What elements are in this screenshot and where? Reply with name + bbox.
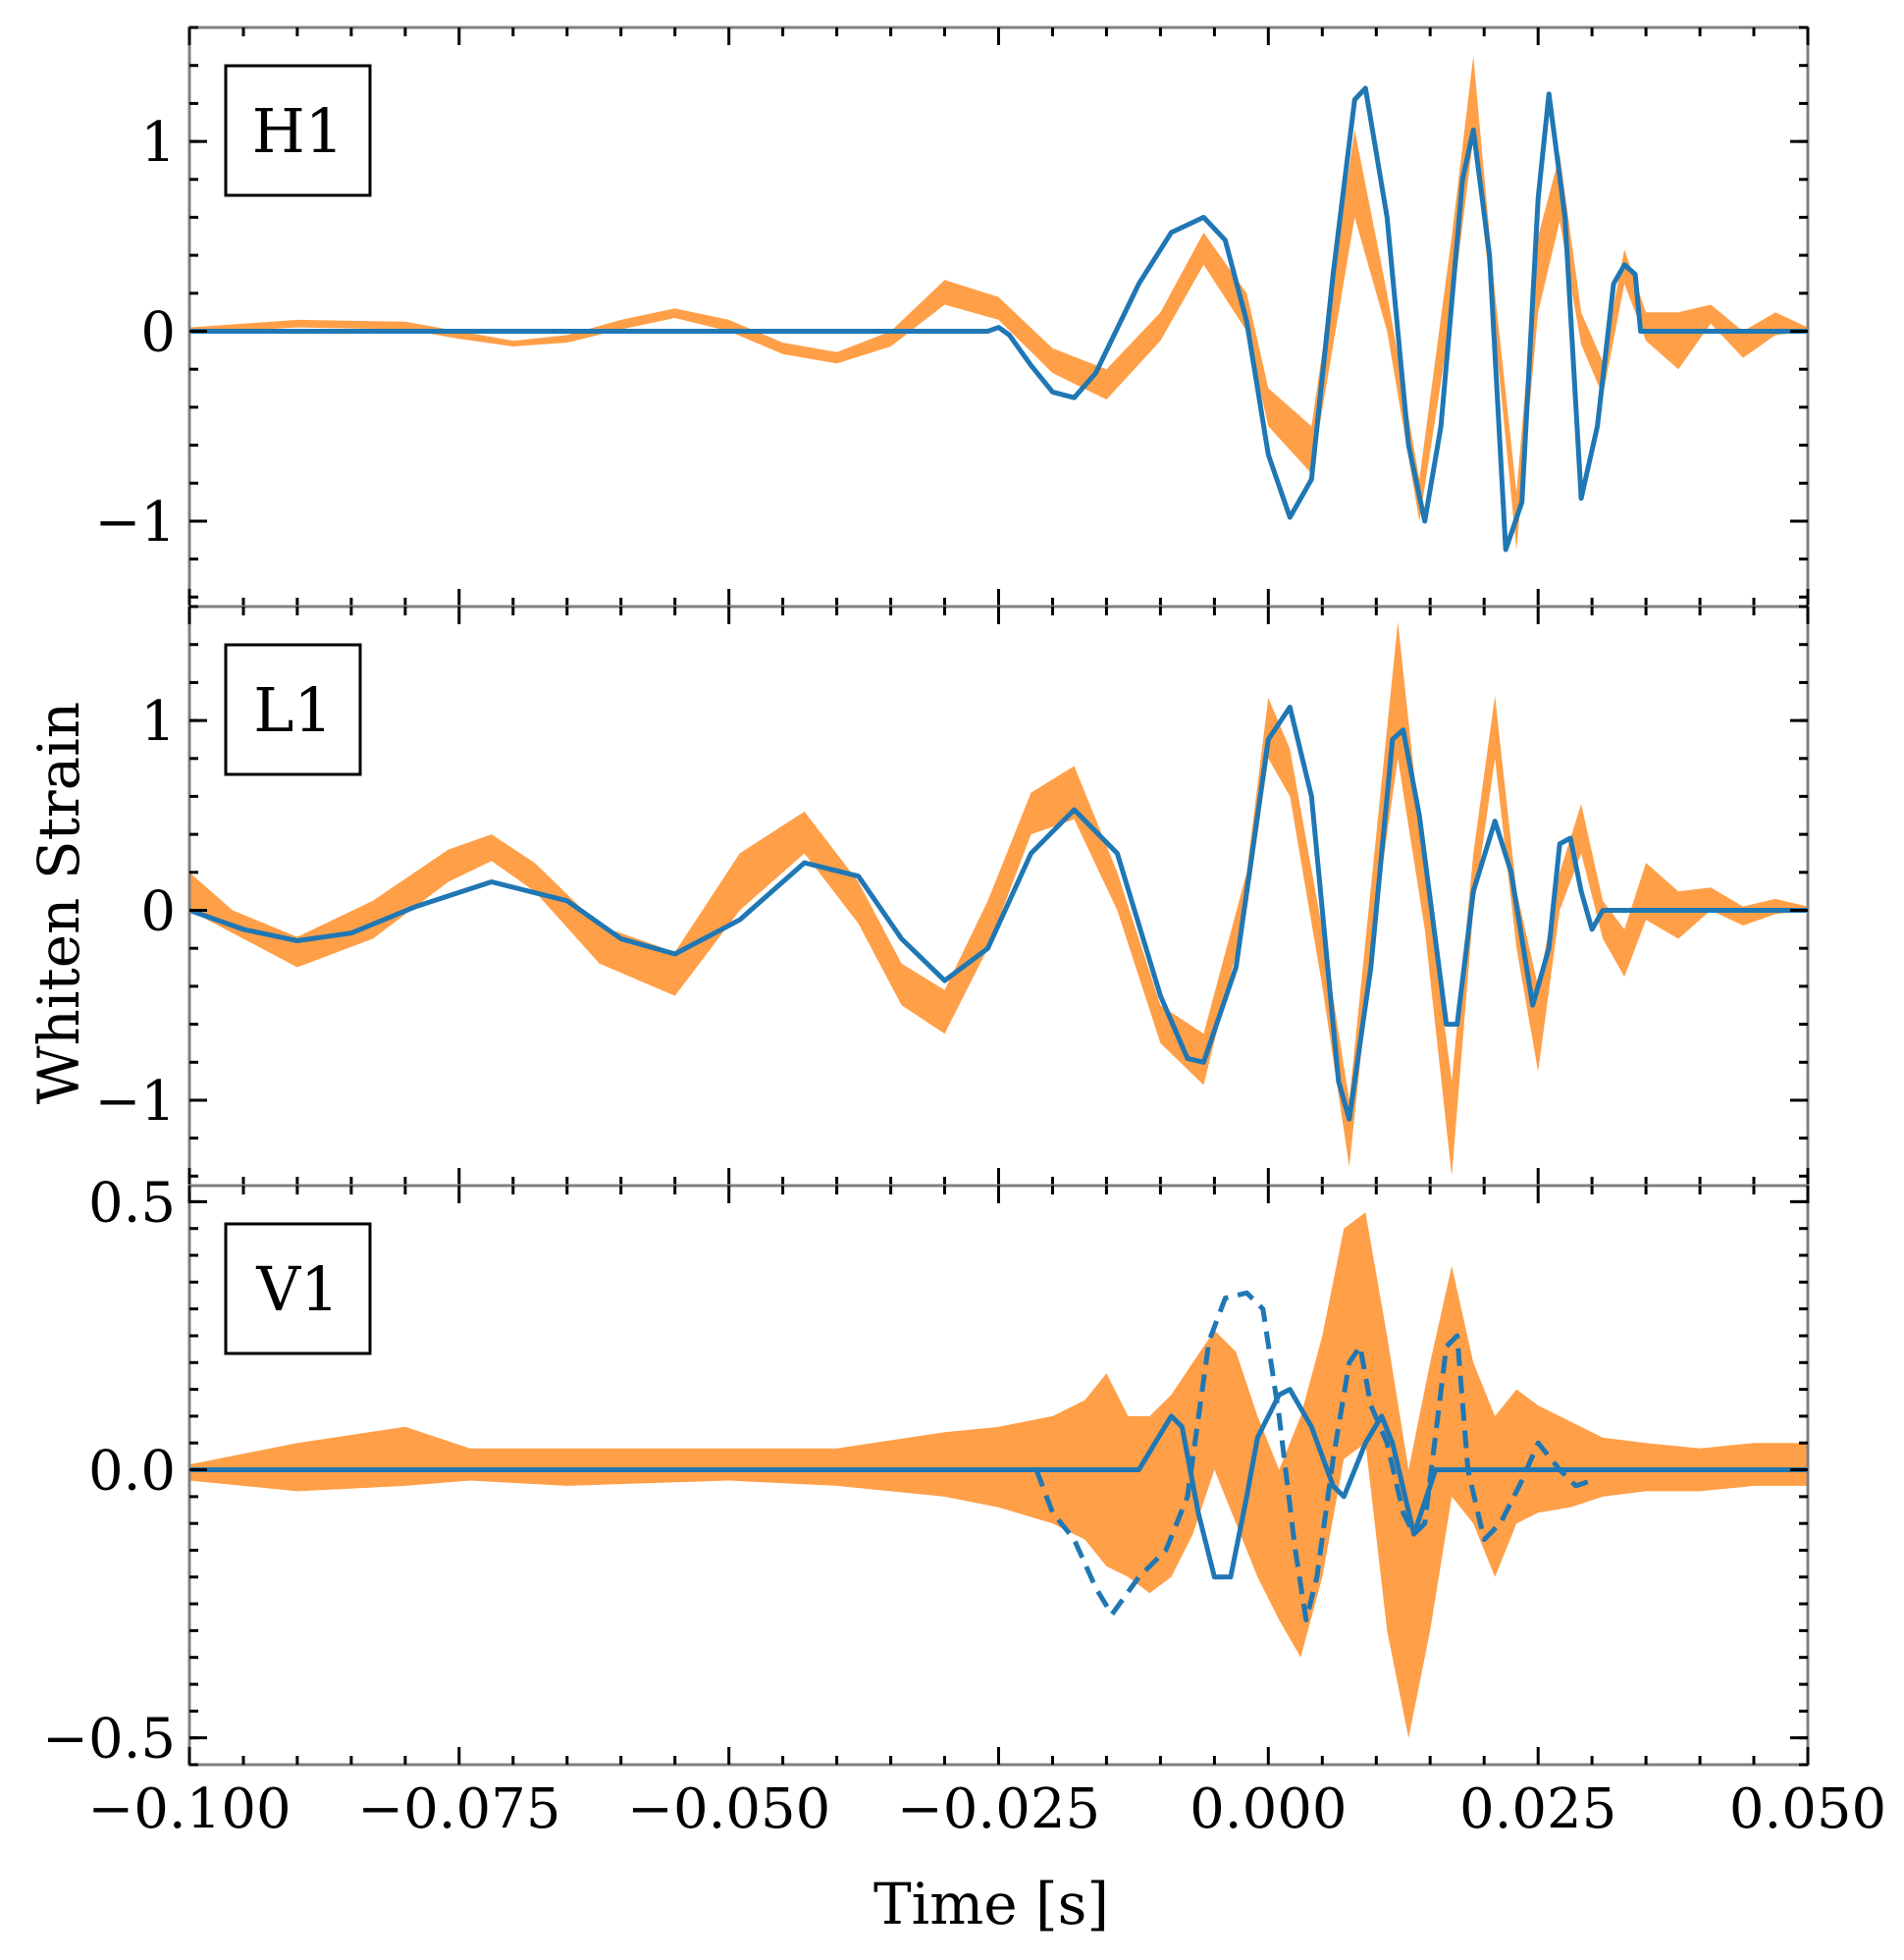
panel-l1: 1 0 −1 L1: [94, 605, 1810, 1188]
panel-label-box-l1: [224, 643, 362, 776]
x-tick-label: 0.000: [1190, 1777, 1347, 1841]
x-tick-label: −0.100: [87, 1777, 291, 1841]
y-tick-label-l1: 0: [140, 880, 176, 944]
panel-label-box-v1: [224, 1222, 372, 1355]
x-tick-labels: −0.100 −0.075 −0.050 −0.025 0.000 0.025 0.050: [87, 1777, 1886, 1841]
y-tick-label-h1: 1: [140, 111, 176, 175]
y-axis-label: Whiten Strain: [26, 702, 92, 1104]
x-tick-label: 0.050: [1729, 1777, 1886, 1841]
x-tick-label: −0.050: [627, 1777, 830, 1841]
credible-band-v1: [189, 1212, 1808, 1738]
y-tick-label-h1: 0: [140, 301, 176, 365]
waveform-line-v1-dashed: [1033, 1290, 1593, 1622]
plot-area-v1: [189, 1212, 1808, 1738]
x-tick-label: −0.075: [357, 1777, 560, 1841]
credible-band-h1: [189, 56, 1808, 550]
x-tick-label: 0.025: [1459, 1777, 1616, 1841]
plot-area-h1: [189, 56, 1808, 553]
plot-area-l1: [189, 621, 1808, 1177]
x-axis-label: Time [s]: [873, 1871, 1109, 1937]
panel-label-l1: L1: [253, 674, 333, 746]
y-tick-label-v1: 0.5: [88, 1171, 176, 1235]
x-tick-label: −0.025: [897, 1777, 1100, 1841]
y-tick-label-l1: −1: [94, 1070, 176, 1134]
chart-panels: 1 0 −1 H1 1 0 −1 L1 0.5 0.0 −0.5 V1: [42, 26, 1810, 1772]
panel-label-h1: H1: [252, 95, 344, 167]
credible-band-l1: [189, 621, 1808, 1177]
y-tick-label-v1: −0.5: [42, 1708, 176, 1772]
y-tick-label-v1: 0.0: [88, 1440, 176, 1504]
y-tick-label-l1: 1: [140, 690, 176, 754]
panel-label-box-h1: [224, 64, 372, 197]
waveform-line-h1-solid: [189, 85, 1808, 553]
panel-label-v1: V1: [255, 1253, 339, 1325]
ticks-v1: [187, 1186, 1810, 1767]
waveform-line-v1-solid: [189, 1387, 1808, 1580]
waveform-line-l1-solid: [189, 705, 1808, 1122]
y-tick-label-h1: −1: [94, 491, 176, 555]
ticks-h1: [187, 26, 1810, 607]
panel-v1: 0.5 0.0 −0.5 V1: [42, 1171, 1810, 1772]
panel-h1: 1 0 −1 H1: [94, 26, 1810, 609]
